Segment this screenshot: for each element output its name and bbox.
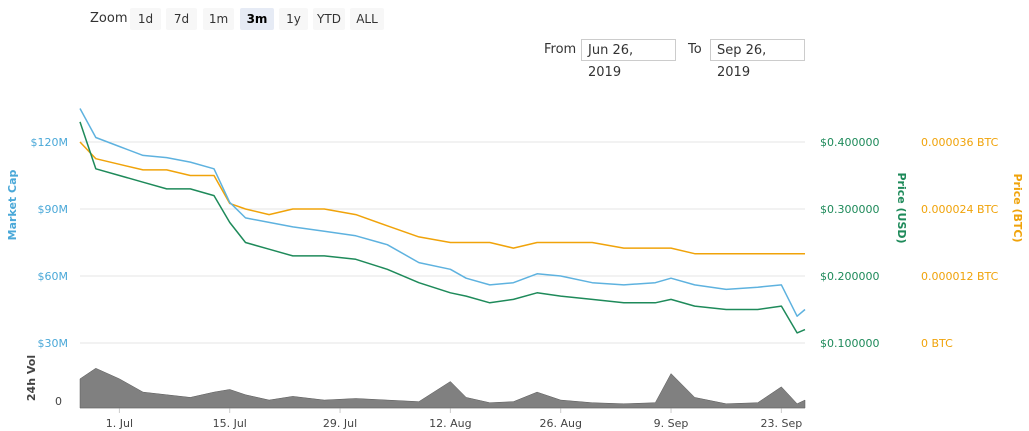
btc-tick-label: 0.000024 BTC	[921, 203, 999, 216]
x-tick-label: 12. Aug	[429, 417, 471, 430]
btc-tick-label: 0.000012 BTC	[921, 270, 999, 283]
x-tick-label: 9. Sep	[654, 417, 689, 430]
to-label: To	[688, 42, 702, 57]
zoom-ytd-button[interactable]: YTD	[313, 8, 345, 30]
market-cap-tick-label: $120M	[31, 136, 69, 149]
btc-axis-label: Price (BTC)	[1011, 173, 1024, 242]
zoom-1y-button[interactable]: 1y	[279, 8, 308, 30]
price-usd-line	[79, 121, 806, 334]
from-label: From	[544, 42, 577, 57]
usd-axis-label: Price (USD)	[895, 172, 908, 243]
volume-area	[79, 367, 806, 409]
zoom-1d-button[interactable]: 1d	[130, 8, 161, 30]
market-cap-line	[79, 108, 806, 317]
zoom-all-button[interactable]: ALL	[350, 8, 384, 30]
btc-tick-label: 0.000036 BTC	[921, 136, 999, 149]
market-cap-tick-label: $90M	[38, 203, 69, 216]
zoom-7d-button[interactable]: 7d	[166, 8, 197, 30]
x-tick-label: 23. Sep	[760, 417, 802, 430]
usd-tick-label: $0.400000	[820, 136, 880, 149]
market-cap-tick-label: $60M	[38, 270, 69, 283]
chart-toolbar: Zoom 1d 7d 1m 3m 1y YTD ALL From Jun 26,…	[0, 0, 1029, 80]
x-tick-label: 26. Aug	[539, 417, 581, 430]
x-tick-label: 15. Jul	[213, 417, 247, 430]
price-btc-line	[79, 141, 805, 255]
x-tick-label: 1. Jul	[106, 417, 133, 430]
volume-tick-label: 0	[55, 395, 62, 408]
x-tick-label: 29. Jul	[323, 417, 357, 430]
zoom-3m-button[interactable]: 3m	[240, 8, 274, 30]
market-cap-axis-label: Market Cap	[6, 170, 19, 241]
btc-tick-label: 0 BTC	[921, 337, 953, 350]
zoom-label: Zoom	[90, 11, 128, 26]
usd-tick-label: $0.200000	[820, 270, 880, 283]
zoom-1m-button[interactable]: 1m	[203, 8, 234, 30]
usd-tick-label: $0.100000	[820, 337, 880, 350]
volume-axis-label: 24h Vol	[25, 355, 38, 401]
usd-tick-label: $0.300000	[820, 203, 880, 216]
market-cap-tick-label: $30M	[38, 337, 69, 350]
from-date-input[interactable]: Jun 26, 2019	[581, 39, 676, 80]
to-date-input[interactable]: Sep 26, 2019	[710, 39, 805, 80]
